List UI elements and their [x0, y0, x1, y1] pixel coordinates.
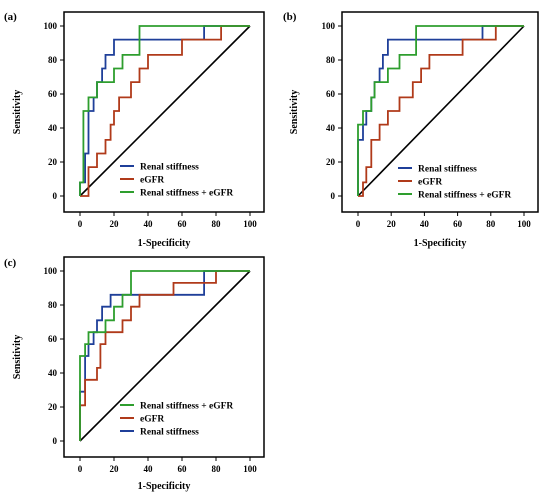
x-tick-label: 20	[110, 464, 120, 474]
reference-diagonal	[357, 25, 525, 197]
y-tick-label: 60	[326, 89, 336, 99]
y-tick-label: 20	[48, 157, 58, 167]
legend-entry: Renal stiffness	[140, 428, 199, 438]
y-tick-label: 40	[48, 123, 58, 133]
x-tick-label: 0	[78, 219, 83, 229]
plot-frame	[341, 11, 539, 213]
series-line-2	[79, 270, 250, 441]
series-line-3	[79, 270, 250, 441]
plot-frame	[63, 256, 265, 458]
reference-diagonal	[79, 270, 251, 442]
y-tick-label: 0	[53, 436, 58, 446]
y-tick-label: 0	[331, 191, 336, 201]
x-tick-label: 60	[453, 219, 463, 229]
x-tick-label: 20	[110, 219, 120, 229]
x-axis-label: 1-Specificity	[138, 481, 191, 492]
x-tick-label: 0	[356, 219, 361, 229]
x-tick-label: 100	[243, 219, 257, 229]
legend-entry: Renal stiffness + eGFR	[140, 402, 233, 412]
x-tick-label: 100	[243, 464, 257, 474]
plot-frame	[63, 11, 265, 213]
series-line-3	[357, 25, 524, 196]
y-tick-label: 100	[44, 21, 58, 31]
x-tick-label: 80	[212, 219, 222, 229]
y-tick-label: 40	[48, 368, 58, 378]
y-tick-label: 60	[48, 334, 58, 344]
x-tick-label: 80	[486, 219, 496, 229]
x-tick-label: 0	[78, 464, 83, 474]
x-tick-label: 40	[144, 464, 154, 474]
y-tick-label: 60	[48, 89, 58, 99]
x-axis-label: 1-Specificity	[138, 238, 191, 249]
legend-entry: Renal stiffness	[418, 165, 477, 175]
y-tick-label: 100	[44, 266, 58, 276]
series-line-2	[80, 25, 250, 197]
x-tick-label: 60	[178, 219, 188, 229]
x-tick-label: 100	[517, 219, 531, 229]
y-axis-label: Sensitivity	[12, 90, 23, 134]
y-axis-label: Sensitivity	[12, 335, 23, 379]
panel-label: (a)	[4, 11, 17, 23]
legend-entry: eGFR	[418, 178, 442, 188]
series-line-3	[79, 25, 250, 196]
panel-label: (c)	[4, 257, 17, 269]
y-tick-label: 0	[53, 191, 58, 201]
legend-entry: eGFR	[140, 415, 164, 425]
y-tick-label: 20	[48, 402, 58, 412]
y-tick-label: 80	[326, 55, 336, 65]
roc-panel-3: (c) 0 20 40 60 80 100 0 20 40 60 80 100 1-Specificity…	[4, 256, 265, 492]
y-tick-label: 20	[326, 157, 336, 167]
legend-entry: eGFR	[140, 176, 164, 186]
x-tick-label: 60	[178, 464, 188, 474]
roc-panel-2: (b) 0 20 40 60 80 100 0 20 40 60 80 100 1-Specificity…	[283, 11, 539, 249]
y-tick-label: 80	[48, 55, 58, 65]
series-line-2	[358, 25, 524, 197]
x-axis-label: 1-Specificity	[414, 238, 467, 249]
legend-entry: Renal stiffness + eGFR	[140, 189, 233, 199]
roc-panel-1: (a) 0 20 40 60 80 100 0 20 40 60 80 100 1-Specificity…	[4, 11, 265, 249]
y-tick-label: 100	[322, 21, 336, 31]
panel-label: (b)	[283, 11, 297, 23]
y-tick-label: 80	[48, 300, 58, 310]
reference-diagonal	[79, 25, 251, 197]
x-tick-label: 40	[144, 219, 154, 229]
y-tick-label: 40	[326, 123, 336, 133]
legend-entry: Renal stiffness + eGFR	[418, 191, 511, 201]
x-tick-label: 20	[387, 219, 397, 229]
legend-entry: Renal stiffness	[140, 163, 199, 173]
x-tick-label: 80	[212, 464, 222, 474]
x-tick-label: 40	[420, 219, 430, 229]
y-axis-label: Sensitivity	[289, 90, 300, 134]
